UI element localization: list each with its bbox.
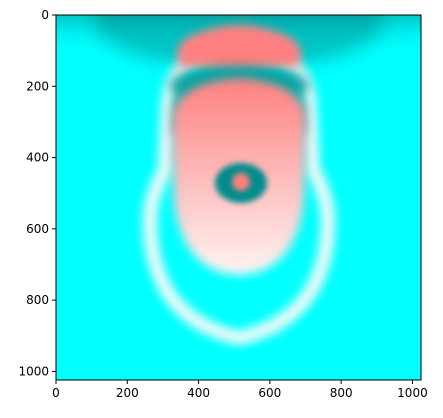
y-tick-label: 0 [41,8,49,22]
y-tick-label: 400 [26,151,49,165]
x-tick-label: 400 [187,386,210,400]
y-tick-label: 600 [26,222,49,236]
x-tick-label: 1000 [397,386,428,400]
y-tick-label: 1000 [18,364,49,378]
y-tick-label: 200 [26,79,49,93]
plot-area [56,15,421,380]
plot-frame [55,14,422,381]
y-tick-label: 800 [26,293,49,307]
x-tick-label: 600 [258,386,281,400]
x-tick-label: 800 [330,386,353,400]
y-axis: 0 200 400 600 800 1000 [18,8,56,378]
x-tick-label: 0 [52,386,60,400]
x-axis: 0 200 400 600 800 1000 [52,380,428,400]
x-tick-label: 200 [116,386,139,400]
